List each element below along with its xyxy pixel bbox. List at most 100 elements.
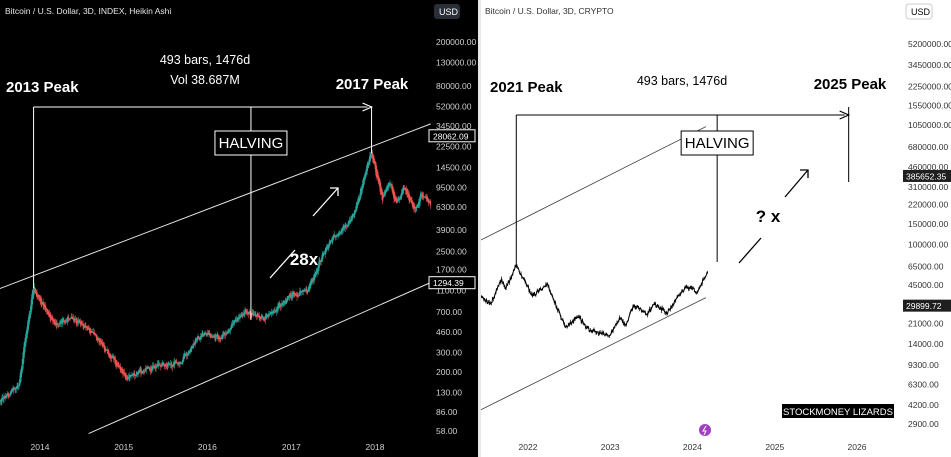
candle-body: [232, 323, 234, 325]
candle-body: [16, 386, 18, 389]
candle-body: [111, 357, 113, 358]
y-tick-label: 22500.00: [436, 141, 472, 151]
candle-body: [25, 330, 28, 339]
price-tag-bg: [428, 276, 476, 290]
candle-body: [12, 389, 14, 391]
candle-body: [401, 190, 404, 195]
candle-body: [361, 184, 364, 190]
price-tag-label: 385652.35: [906, 171, 946, 181]
candle-body: [346, 225, 349, 227]
candle-body: [298, 295, 300, 297]
candle-body: [417, 204, 419, 208]
peak-left-label: 2021 Peak: [490, 79, 563, 96]
candle-body: [351, 215, 353, 220]
candle-body: [166, 365, 168, 367]
candle-body: [273, 311, 276, 313]
candle-body: [173, 361, 176, 365]
candle-body: [144, 370, 146, 372]
candle-body: [14, 388, 17, 390]
currency-badge-bg[interactable]: [434, 4, 460, 19]
candle-body: [306, 290, 309, 294]
volume-label: Vol 38.687M: [170, 73, 240, 87]
candle-body: [362, 177, 365, 184]
candle-body: [327, 245, 330, 248]
candle-body: [399, 197, 402, 200]
candle-body: [199, 336, 202, 339]
candle-body: [307, 287, 310, 292]
candle-body: [300, 291, 302, 293]
candle-body: [329, 240, 332, 243]
y-tick-label: 310000.00: [908, 182, 948, 192]
candle-body: [182, 359, 184, 363]
candle-body: [22, 352, 25, 364]
candle-body: [5, 395, 7, 398]
candle-body: [308, 285, 311, 290]
candle-body: [21, 366, 23, 373]
candle-body: [243, 311, 246, 314]
candle-body: [285, 301, 287, 304]
candle-body: [370, 152, 373, 157]
candle-body: [193, 344, 196, 346]
candle-body: [230, 327, 232, 330]
candle-body: [239, 316, 241, 319]
y-tick-label: 80000.00: [436, 81, 472, 91]
candle-body: [344, 225, 346, 228]
tv-logo-icon: [699, 424, 711, 436]
candle-body: [420, 194, 422, 199]
candle-body: [335, 235, 338, 237]
candle-body: [32, 288, 35, 295]
candle-body: [226, 333, 228, 335]
candle-body: [227, 331, 230, 333]
currency-badge[interactable]: USD: [905, 3, 933, 20]
candle-body: [161, 362, 164, 366]
price-tag-label: 29899.72: [906, 301, 942, 311]
candle-body: [317, 265, 320, 271]
candle-body: [146, 368, 149, 369]
currency-badge[interactable]: USD: [434, 4, 460, 19]
currency-label[interactable]: USD: [911, 7, 931, 17]
candle-body: [355, 206, 357, 212]
candle-body: [219, 338, 222, 340]
candle-body: [340, 231, 342, 233]
x-tick-label: 2026: [848, 442, 867, 452]
price-tag: 28062.09: [428, 129, 476, 143]
candle-body: [298, 291, 301, 296]
candle-body: [237, 318, 239, 321]
candle-body: [255, 315, 258, 317]
candle-body: [135, 375, 137, 377]
candle-body: [320, 261, 322, 262]
price-tag-bg: [903, 169, 951, 182]
candle-body: [281, 303, 284, 305]
halving-text: HALVING: [685, 135, 750, 152]
candle-body: [186, 354, 188, 356]
multiplier-label: ? x: [756, 207, 781, 226]
x-tick-label: 2022: [519, 442, 538, 452]
candle-body: [188, 351, 191, 353]
candle-body: [237, 317, 240, 320]
candle-body: [349, 220, 352, 222]
candle-body: [135, 371, 138, 376]
peak-right-label: 2025 Peak: [814, 76, 887, 93]
candle-body: [396, 200, 399, 202]
y-tick-label: 4200.00: [908, 400, 939, 410]
watermark-badge: STOCKMONEY LIZARDS: [782, 404, 894, 418]
candle-body: [312, 280, 314, 282]
y-tick-label: 300.00: [436, 348, 462, 358]
candle-body: [277, 303, 280, 309]
candle-body: [180, 363, 183, 364]
y-tick-label: 52000.00: [436, 101, 472, 111]
candle-body: [60, 321, 63, 324]
candle-body: [337, 234, 340, 236]
candle-body: [173, 362, 175, 367]
candle-body: [189, 349, 192, 352]
candle-body: [76, 322, 79, 324]
candle-body: [265, 314, 267, 319]
range-label: 493 bars, 1476d: [160, 53, 250, 67]
currency-label[interactable]: USD: [439, 7, 459, 17]
price-tag: 29899.72: [903, 299, 951, 312]
plot-area: [0, 102, 431, 434]
currency-badge-bg[interactable]: [905, 3, 933, 20]
y-tick-label: 58.00: [436, 426, 458, 436]
range-arrow-head: [362, 102, 374, 112]
